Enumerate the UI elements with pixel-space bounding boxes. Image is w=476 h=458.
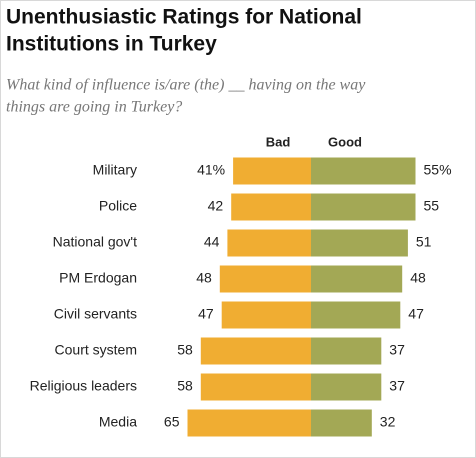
bar [311,229,408,257]
bar [187,409,311,437]
bar [311,373,382,401]
value-label: 41% [197,162,225,178]
value-label: 48 [196,270,212,286]
value-label: 42 [208,198,224,214]
bar [227,229,311,257]
value-label: 47 [198,306,214,322]
bar [200,373,311,401]
chart-subtitle: What kind of influence is/are (the) __ h… [6,77,366,94]
value-label: 58 [177,378,193,394]
bar [219,265,311,293]
chart-title: Unenthusiastic Ratings for National [6,6,362,29]
value-label: 44 [204,234,220,250]
chart-title: Institutions in Turkey [6,33,217,56]
value-label: 48 [410,270,426,286]
bar [311,193,416,221]
bar [231,193,311,221]
value-label: 55 [424,198,440,214]
category-label: National gov't [53,234,138,250]
value-label: 37 [389,378,405,394]
bar [311,265,403,293]
value-label: 58 [177,342,193,358]
bar [221,301,311,329]
category-label: Media [99,414,137,430]
category-label: Police [99,198,137,214]
bar [311,409,372,437]
category-label: Court system [55,342,137,358]
bar [233,157,311,185]
bar [311,301,401,329]
value-label: 32 [380,414,396,430]
value-label: 65 [164,414,180,430]
chart-subtitle: things are going in Turkey? [6,99,182,116]
category-label: PM Erdogan [59,270,137,286]
bar [200,337,311,365]
bar [311,337,382,365]
value-label: 51 [416,234,432,250]
value-label: 47 [408,306,424,322]
category-label: Religious leaders [30,378,137,394]
category-label: Military [93,162,137,178]
category-label: Civil servants [54,306,137,322]
value-label: 55% [424,162,452,178]
bar [311,157,416,185]
legend-label: Bad [266,134,291,149]
value-label: 37 [389,342,405,358]
legend-label: Good [328,134,362,149]
